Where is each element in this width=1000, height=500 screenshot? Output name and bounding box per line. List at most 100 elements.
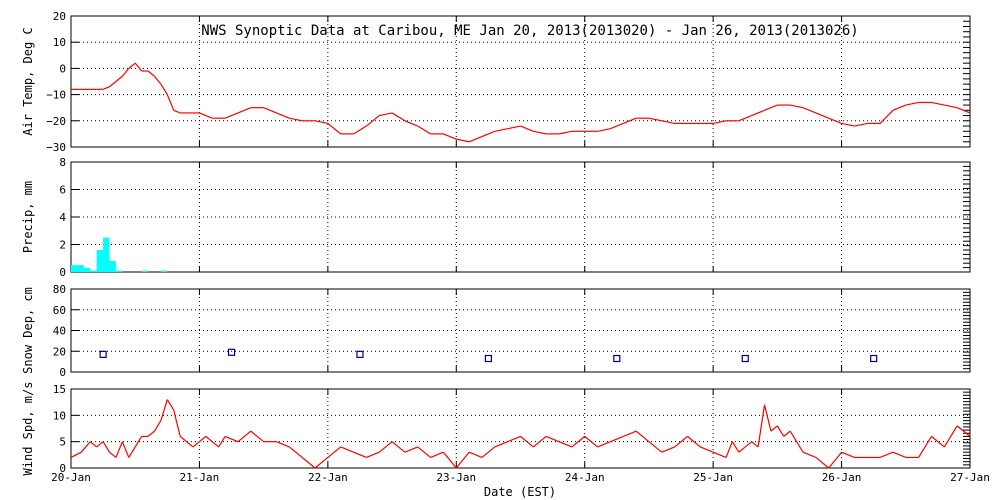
line-segment — [481, 446, 496, 458]
line-segment — [520, 435, 534, 448]
line-segment — [713, 120, 727, 125]
line-segment — [456, 138, 470, 143]
line-segment — [276, 441, 290, 448]
line-segment — [166, 94, 175, 111]
line-segment — [783, 430, 791, 437]
y-tick-label: −10 — [46, 89, 66, 102]
y-tick-label: 20 — [53, 345, 66, 358]
panel-frame — [70, 15, 971, 148]
line-segment — [366, 115, 380, 127]
x-tick-label: 21-Jan — [180, 471, 220, 484]
line-segment — [712, 451, 727, 459]
line-segment — [918, 436, 932, 458]
figure-title: NWS Synoptic Data at Caribou, ME Jan 20,… — [201, 23, 858, 39]
line-segment — [789, 430, 798, 442]
line-segment — [700, 446, 714, 453]
line-segment — [417, 125, 431, 135]
y-tick-label: 0 — [59, 462, 66, 475]
x-tick-label: 22-Jan — [308, 471, 348, 484]
line-segment — [250, 430, 265, 443]
line-segment — [263, 107, 277, 114]
y-tick-label: −30 — [46, 141, 66, 154]
line-segment — [173, 109, 181, 114]
line-segment — [738, 115, 752, 122]
line-segment — [153, 420, 162, 432]
line-segment — [879, 109, 894, 124]
line-segment — [892, 451, 907, 459]
y-axis-label: Snow Dep, cm — [21, 287, 35, 374]
line-segment — [391, 112, 406, 122]
line-segment — [314, 457, 329, 469]
line-segment — [790, 104, 804, 109]
line-segment — [147, 430, 155, 437]
line-segment — [80, 441, 91, 453]
line-segment — [128, 62, 136, 69]
line-segment — [892, 104, 907, 111]
line-segment — [353, 125, 367, 135]
line-segment — [776, 425, 785, 437]
snow-depth-point — [741, 354, 749, 363]
y-tick-label: 40 — [53, 325, 66, 338]
y-tick-label: 20 — [53, 10, 66, 23]
line-segment — [70, 451, 82, 459]
line-segment — [366, 451, 380, 459]
line-segment — [211, 441, 220, 448]
line-segment — [944, 104, 958, 109]
line-segment — [815, 457, 830, 469]
line-segment — [288, 446, 303, 458]
precip-bar — [141, 270, 149, 272]
line-segment — [128, 446, 136, 458]
line-segment — [115, 441, 123, 458]
line-segment — [905, 101, 919, 106]
line-segment — [224, 112, 239, 119]
panel-3: 15 10 5 0 Wind Spd, m/s — [21, 382, 971, 475]
precip-bar — [83, 267, 91, 272]
line-segment — [751, 109, 765, 117]
line-segment — [121, 441, 130, 458]
line-segment — [134, 62, 143, 72]
line-segment — [276, 112, 290, 119]
snow-depth-point — [613, 354, 621, 363]
line-segment — [199, 112, 213, 119]
line-segment — [134, 436, 143, 448]
x-tick-label: 25-Jan — [693, 471, 733, 484]
y-tick-label: 0 — [59, 62, 66, 75]
line-segment — [610, 122, 624, 130]
line-segment — [404, 120, 418, 127]
line-segment — [468, 135, 483, 143]
line-segment — [623, 117, 637, 124]
line-segment — [173, 409, 181, 437]
line-segment — [687, 435, 701, 448]
line-segment — [879, 451, 894, 459]
x-tick-label: 23-Jan — [436, 471, 476, 484]
line-segment — [854, 122, 868, 127]
line-segment — [102, 86, 110, 90]
line-segment — [796, 441, 804, 453]
line-segment — [121, 68, 130, 77]
line-segment — [648, 117, 662, 122]
line-segment — [623, 430, 637, 437]
line-segment — [815, 112, 829, 119]
y-tick-label: 10 — [53, 409, 66, 422]
line-segment — [661, 446, 675, 453]
line-segment — [417, 446, 431, 458]
line-segment — [115, 75, 123, 82]
line-segment — [931, 101, 945, 106]
y-tick-label: 8 — [59, 156, 66, 169]
line-segment — [455, 451, 470, 469]
x-tick-label: 20-Jan — [51, 471, 91, 484]
line-segment — [828, 451, 843, 469]
line-segment — [340, 446, 354, 453]
line-segment — [764, 104, 778, 111]
line-segment — [378, 441, 393, 453]
precip-bar — [96, 250, 104, 272]
line-segment — [192, 441, 200, 448]
line-segment — [507, 125, 521, 130]
precip-bar — [109, 261, 116, 272]
line-segment — [96, 441, 104, 448]
y-tick-label: 80 — [53, 283, 66, 296]
snow-depth-point — [484, 354, 492, 363]
line-segment — [757, 404, 766, 448]
line-segment — [731, 441, 740, 453]
line-segment — [943, 425, 958, 448]
